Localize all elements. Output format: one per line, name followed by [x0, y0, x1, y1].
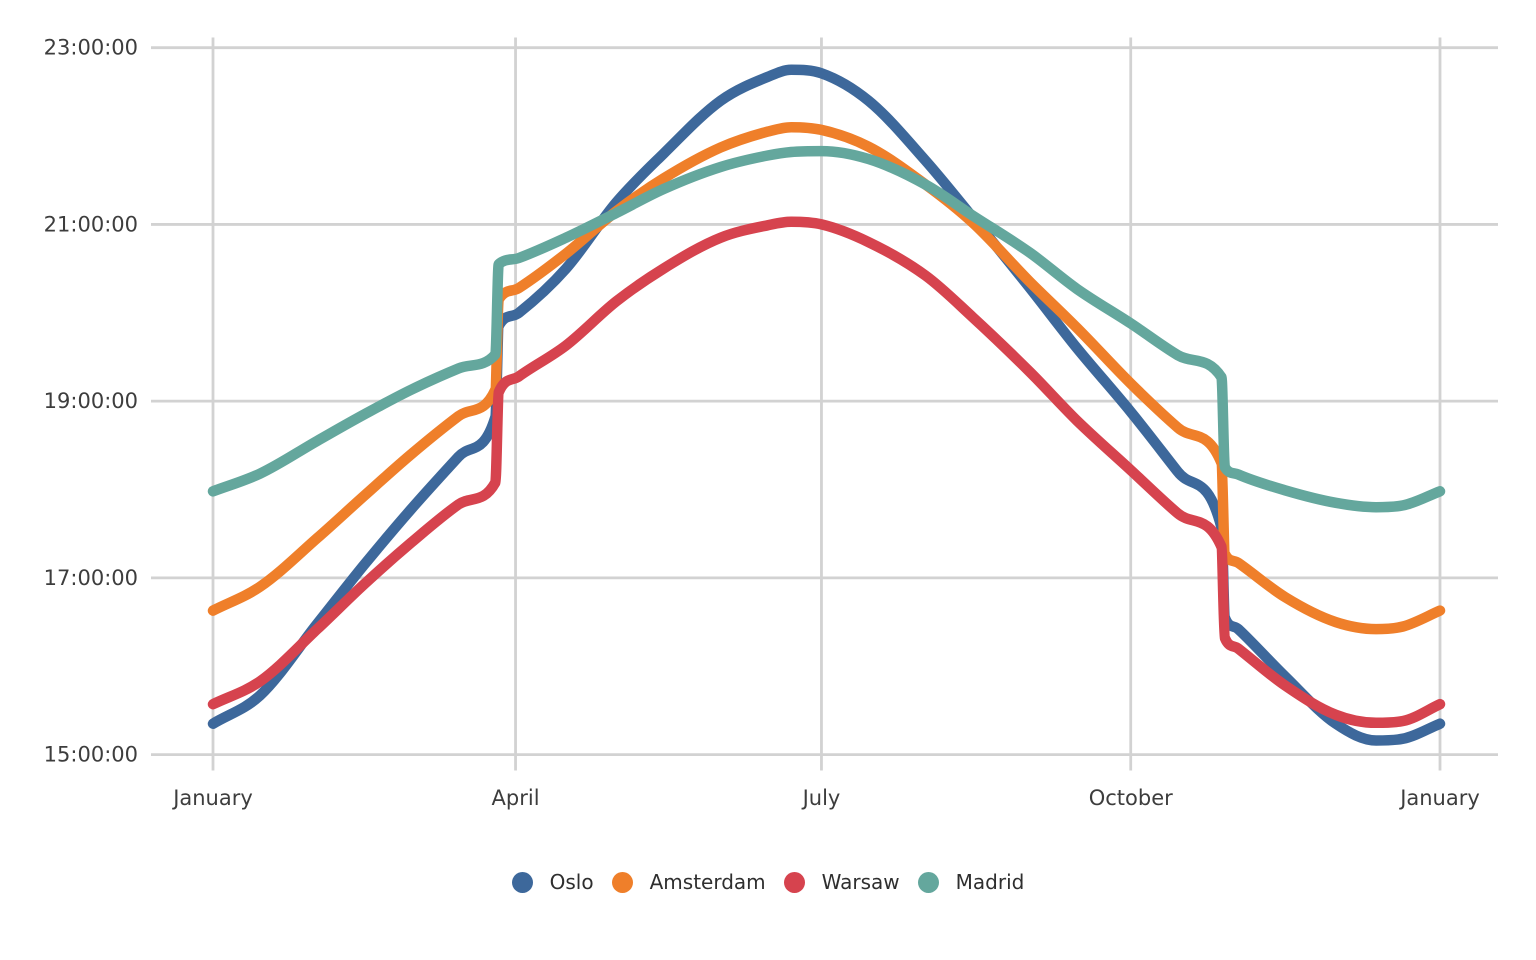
- y-tick-label: 21:00:00: [44, 212, 138, 236]
- y-tick-label: 17:00:00: [44, 566, 138, 590]
- legend: Oslo Amsterdam Warsaw Madrid: [0, 860, 1536, 904]
- series-line-amsterdam: [207, 121, 1446, 635]
- legend-dot-warsaw: [783, 871, 805, 893]
- series-line-warsaw: [207, 216, 1446, 729]
- x-tick-label: January: [171, 786, 253, 810]
- legend-item-amsterdam: Amsterdam: [611, 870, 766, 894]
- legend-dot-amsterdam: [611, 871, 633, 893]
- legend-label: Oslo: [549, 870, 594, 894]
- legend-label: Warsaw: [821, 870, 900, 894]
- legend-item-oslo: Oslo: [511, 870, 594, 894]
- y-tick-label: 15:00:00: [44, 743, 138, 767]
- legend-label: Madrid: [955, 870, 1025, 894]
- legend-dot-madrid: [917, 871, 939, 893]
- y-tick-label: 19:00:00: [44, 389, 138, 413]
- legend-label: Amsterdam: [649, 870, 766, 894]
- x-tick-label: April: [492, 786, 540, 810]
- series-line-madrid: [207, 145, 1446, 513]
- x-tick-label: July: [801, 786, 841, 810]
- legend-item-warsaw: Warsaw: [783, 870, 900, 894]
- series-line-oslo: [207, 64, 1446, 746]
- y-tick-label: 23:00:00: [44, 36, 138, 60]
- legend-item-madrid: Madrid: [917, 870, 1025, 894]
- legend-dot-oslo: [511, 871, 533, 893]
- x-tick-label: January: [1398, 786, 1480, 810]
- x-tick-label: October: [1089, 786, 1173, 810]
